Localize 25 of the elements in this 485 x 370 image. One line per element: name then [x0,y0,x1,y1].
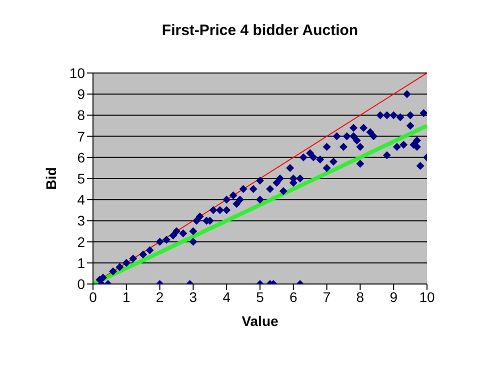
y-tick-label: 6 [77,149,86,166]
y-tick-label: 5 [77,170,86,186]
x-axis-title: Value [242,313,278,329]
x-tick-label: 4 [222,288,231,305]
x-tick-label: 6 [290,288,298,305]
y-tick-label: 2 [77,234,86,250]
y-tick-label: 9 [77,86,86,102]
y-tick-label: 8 [77,107,86,124]
y-axis-title: Bid [42,167,59,190]
x-tick-label: 10 [419,288,435,305]
y-tick-label: 4 [77,192,86,208]
y-tick-label: 1 [77,254,86,271]
y-tick-label: 7 [77,128,86,144]
x-tick-label: 9 [390,288,398,305]
y-tick-label: 3 [77,212,86,229]
x-tick-label: 5 [256,288,264,305]
x-tick-label: 8 [356,288,364,305]
x-tick-label: 2 [156,288,164,305]
x-tick-label: 0 [89,288,98,305]
x-tick-label: 3 [189,288,198,305]
x-tick-label: 7 [322,288,331,305]
chart-title: First-Price 4 bidder Auction [160,22,360,39]
x-tick-label: 1 [122,288,130,305]
y-tick-label: 10 [69,64,86,81]
y-tick-label: 0 [77,276,86,292]
